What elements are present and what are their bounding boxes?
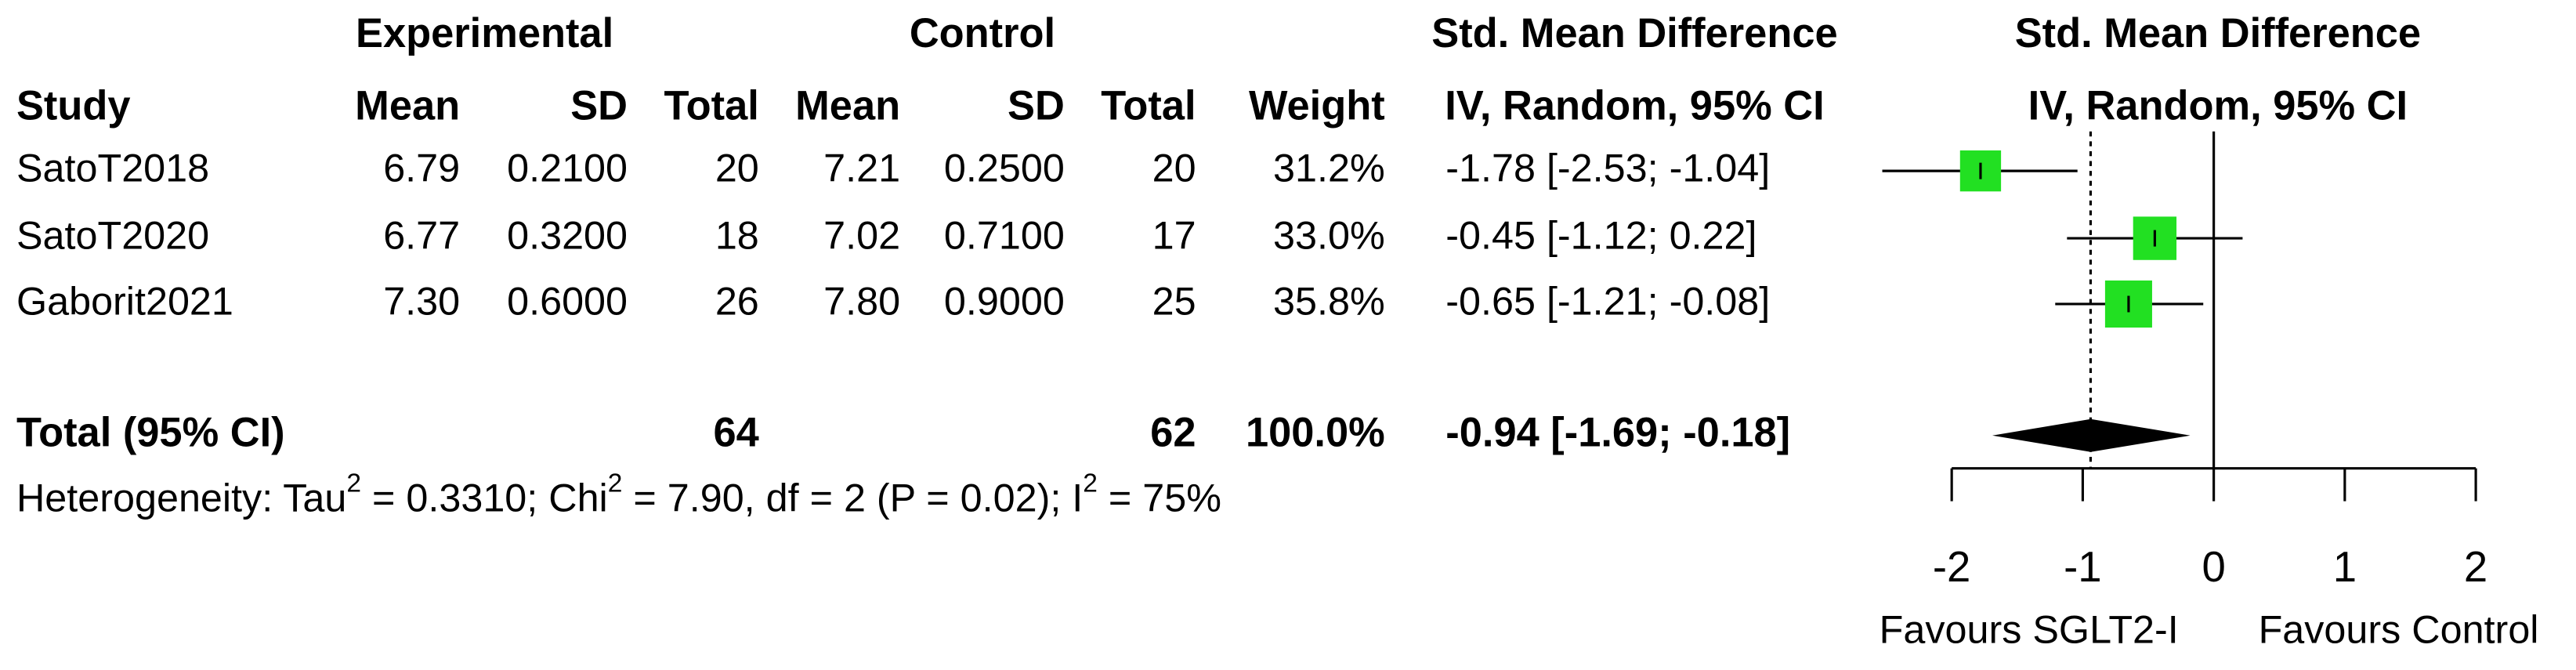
text-segment: Heterogeneity: Tau: [16, 476, 346, 520]
column-header: Mean: [795, 83, 900, 129]
pooled-diamond: [1992, 418, 2191, 452]
superscript: 2: [608, 469, 623, 498]
plot-title: Std. Mean Difference: [2015, 11, 2421, 56]
cell-ctrl-mean: 7.80: [823, 278, 900, 323]
column-header: Total: [664, 83, 758, 129]
cell-exp-sd: 0.6000: [507, 278, 628, 323]
x-tick-label: -1: [2064, 543, 2101, 591]
superscript: 2: [346, 469, 361, 498]
x-tick-label: 2: [2464, 543, 2487, 591]
text-segment: = 7.90, df = 2 (P = 0.02); I: [622, 476, 1083, 520]
cell-exp-mean: 6.77: [383, 212, 460, 257]
header-control: Control: [910, 11, 1055, 56]
cell-ctrl-total: 20: [1152, 145, 1196, 190]
cell-ctrl-sd: 0.7100: [944, 212, 1065, 257]
ci-label: -0.45 [-1.12; 0.22]: [1445, 212, 1757, 257]
ci-label: -0.65 [-1.21; -0.08]: [1445, 278, 1770, 323]
header-smd-method: IV, Random, 95% CI: [1445, 83, 1824, 129]
cell-ctrl-sd: 0.9000: [944, 278, 1065, 323]
cell-exp-total: 18: [715, 212, 759, 257]
x-tick-label: -2: [1933, 543, 1970, 591]
cell-ctrl-mean: 7.21: [823, 145, 900, 190]
cell-exp-mean: 7.30: [383, 278, 460, 323]
column-header: SD: [570, 83, 628, 129]
column-header: Weight: [1249, 83, 1385, 129]
total-weight: 100.0%: [1246, 411, 1385, 456]
favours-right: Favours Control: [2259, 607, 2539, 652]
cell-exp-sd: 0.3200: [507, 212, 628, 257]
total-ctrl: 62: [1150, 411, 1196, 456]
ci-label: -1.78 [-2.53; -1.04]: [1445, 145, 1770, 190]
cell-exp-total: 20: [715, 145, 759, 190]
total-exp: 64: [713, 411, 758, 456]
cell-weight-label: 35.8%: [1273, 278, 1385, 323]
cell-exp-sd: 0.2100: [507, 145, 628, 190]
cell-ctrl-total: 25: [1152, 278, 1196, 323]
x-tick-label: 0: [2202, 543, 2225, 591]
favours-left: Favours SGLT2-I: [1880, 607, 2179, 652]
cell-weight-label: 31.2%: [1273, 145, 1385, 190]
cell-exp-mean: 6.79: [383, 145, 460, 190]
total-ci: -0.94 [-1.69; -0.18]: [1445, 411, 1790, 456]
column-header: SD: [1008, 83, 1065, 129]
cell-name: SatoT2018: [16, 145, 209, 190]
cell-ctrl-sd: 0.2500: [944, 145, 1065, 190]
heterogeneity: Heterogeneity: Tau2 = 0.3310; Chi2 = 7.9…: [16, 469, 1221, 520]
cell-name: Gaborit2021: [16, 278, 233, 323]
cell-name: SatoT2020: [16, 212, 209, 257]
cell-ctrl-mean: 7.02: [823, 212, 900, 257]
header-smd: Std. Mean Difference: [1431, 11, 1837, 56]
text-segment: = 0.3310; Chi: [361, 476, 608, 520]
plot-method: IV, Random, 95% CI: [2028, 83, 2408, 129]
text-segment: = 75%: [1098, 476, 1221, 520]
column-header: Mean: [355, 83, 460, 129]
cell-weight-label: 33.0%: [1273, 212, 1385, 257]
cell-exp-total: 26: [715, 278, 759, 323]
cell-ctrl-total: 17: [1152, 212, 1196, 257]
header-experimental: Experimental: [356, 11, 613, 56]
total-label: Total (95% CI): [16, 411, 285, 456]
superscript: 2: [1083, 469, 1098, 498]
x-tick-label: 1: [2333, 543, 2357, 591]
column-header: Total: [1101, 83, 1196, 129]
column-header: Study: [16, 83, 131, 129]
